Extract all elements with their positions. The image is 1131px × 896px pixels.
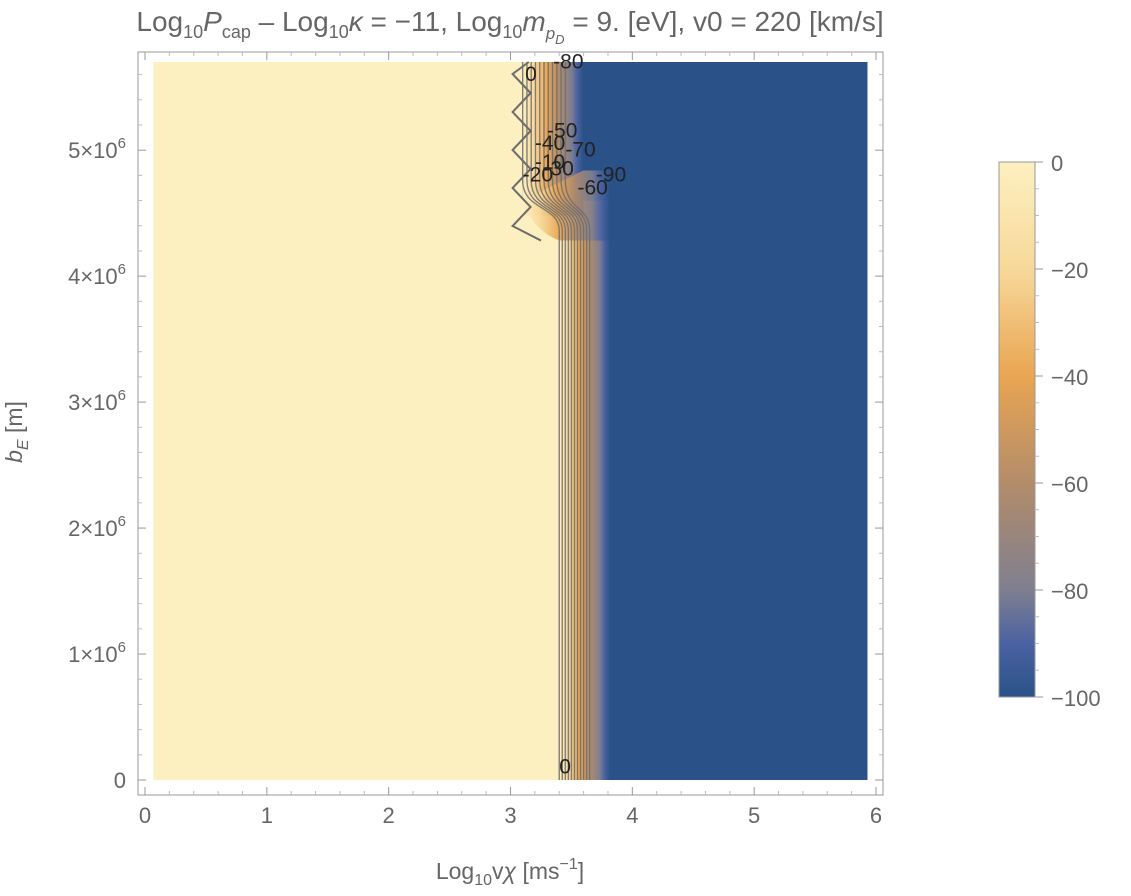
- contour-line: [530, 62, 567, 780]
- contour-label: -40: [535, 132, 565, 155]
- colorbar-tick-label: −80: [1051, 579, 1088, 604]
- contour-line: [547, 62, 579, 780]
- colorbar-tick-label: 0: [1051, 151, 1063, 176]
- contour-lines: [510, 61, 591, 780]
- colorbar: 0 −20 −40 −60 −80 −100: [998, 151, 1101, 711]
- y-tick-label: 2×106: [68, 513, 126, 541]
- contour-line: [560, 62, 588, 780]
- transition-band-lower: [559, 200, 610, 780]
- contour-label: -50: [547, 120, 577, 143]
- y-axis-ticks: 0 1×106 2×106 3×106 4×106 5×106: [68, 74, 883, 793]
- x-tick-label: 2: [383, 803, 395, 828]
- x-axis-label: Log10vχ [ms−1]: [436, 856, 584, 889]
- x-tick-label: 4: [626, 803, 638, 828]
- transition-band: [522, 62, 610, 780]
- low-value-region: [153, 62, 560, 780]
- colorbar-tick-label: −40: [1051, 365, 1088, 390]
- contour-label: -80: [553, 50, 583, 73]
- plot-area: [153, 62, 868, 780]
- x-axis-ticks: 0 1 2 3 4 5 6: [139, 52, 882, 828]
- contour-line: [551, 62, 582, 780]
- y-tick-label: 3×106: [68, 387, 126, 415]
- contour-label: -20: [523, 164, 553, 187]
- contour-zigzag: [510, 61, 542, 242]
- contour-line: [526, 62, 563, 780]
- contour-label: -60: [578, 176, 608, 199]
- chart-title: Log10Pcap – Log10κ = −11, Log10mpD = 9. …: [136, 6, 883, 47]
- contour-line: [539, 62, 573, 780]
- x-tick-label: 1: [261, 803, 273, 828]
- x-tick-label: 3: [504, 803, 516, 828]
- x-tick-label: 6: [870, 803, 882, 828]
- contour-label: -30: [543, 157, 573, 180]
- y-tick-label: 1×106: [68, 639, 126, 667]
- contour-label: -10: [535, 151, 565, 174]
- contour-line: [534, 62, 570, 780]
- x-tick-label: 5: [748, 803, 760, 828]
- transition-bulge: [522, 170, 610, 241]
- y-axis-label: bE [m]: [1, 401, 32, 463]
- y-tick-label: 4×106: [68, 261, 126, 289]
- contour-label: -90: [596, 164, 626, 187]
- colorbar-tick-label: −100: [1051, 686, 1101, 711]
- y-tick-label: 0: [114, 768, 126, 793]
- contour-line: [521, 62, 560, 780]
- contour-line: [543, 62, 576, 780]
- y-tick-label: 5×106: [68, 135, 126, 163]
- colorbar-tick-label: −20: [1051, 258, 1088, 283]
- colorbar-gradient: [998, 161, 1036, 698]
- contour-label: -70: [565, 138, 595, 161]
- colorbar-tick-label: −60: [1051, 472, 1088, 497]
- contour-label: 0: [559, 756, 571, 779]
- x-tick-label: 0: [139, 803, 151, 828]
- contour-line: [556, 62, 585, 780]
- contour-line: [564, 62, 591, 780]
- contour-label: 0: [525, 63, 537, 86]
- contour-labels: -80 0 -50-40 -70-10-30 -90 -20 -60 0: [523, 50, 626, 778]
